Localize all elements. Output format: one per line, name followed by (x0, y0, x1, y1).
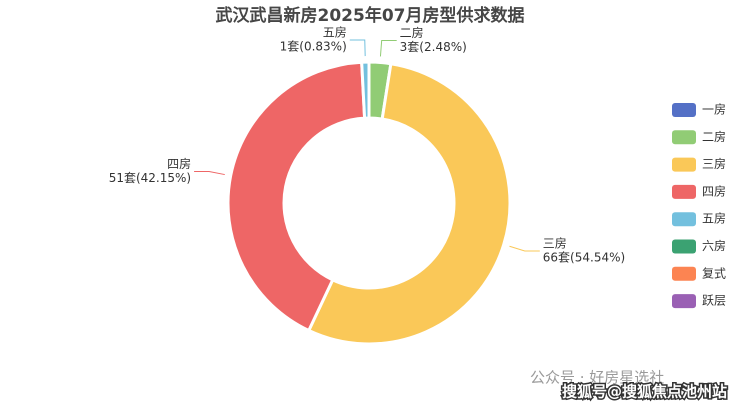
watermark: 搜狐号@搜狐焦点池州站 (562, 383, 727, 401)
slice-label: 三房 (543, 235, 567, 250)
legend-swatch[interactable] (672, 184, 696, 199)
value-label: 3套(2.48%) (400, 40, 467, 54)
leader-line (509, 245, 540, 252)
legend-swatch[interactable] (672, 212, 696, 227)
legend-swatch[interactable] (672, 130, 696, 145)
slice-label: 四房 (167, 156, 191, 171)
value-label: 51套(42.15%) (109, 171, 191, 185)
legend-label[interactable]: 六房 (702, 238, 726, 253)
leader-line (194, 170, 225, 176)
watermark: 公众号 · 好房星选社 (530, 369, 664, 387)
pie-slice (226, 60, 367, 332)
legend-label[interactable]: 四房 (702, 183, 726, 198)
legend-swatch[interactable] (672, 103, 696, 117)
pie-slice (360, 60, 371, 120)
legend-swatch[interactable] (672, 266, 696, 281)
legend-label[interactable]: 二房 (702, 129, 726, 144)
legend-swatch[interactable] (672, 157, 696, 172)
legend-label[interactable]: 复式 (702, 266, 726, 280)
legend-swatch[interactable] (672, 294, 696, 309)
legend-label[interactable]: 一房 (702, 102, 726, 117)
slice-label: 二房 (400, 25, 424, 40)
value-label: 1套(0.83%) (280, 40, 347, 54)
pie-slice (307, 62, 512, 346)
chart-title: 武汉武昌新房2025年07月房型供求数据 (216, 5, 525, 26)
legend-label[interactable]: 三房 (702, 156, 726, 171)
leader-line (379, 39, 397, 57)
legend-label[interactable]: 五房 (702, 211, 726, 226)
slice-label: 五房 (323, 25, 347, 40)
legend-label[interactable]: 跃层 (702, 294, 726, 308)
value-label: 66套(54.54%) (543, 250, 625, 264)
leader-line (349, 39, 366, 57)
legend-swatch[interactable] (672, 239, 696, 254)
